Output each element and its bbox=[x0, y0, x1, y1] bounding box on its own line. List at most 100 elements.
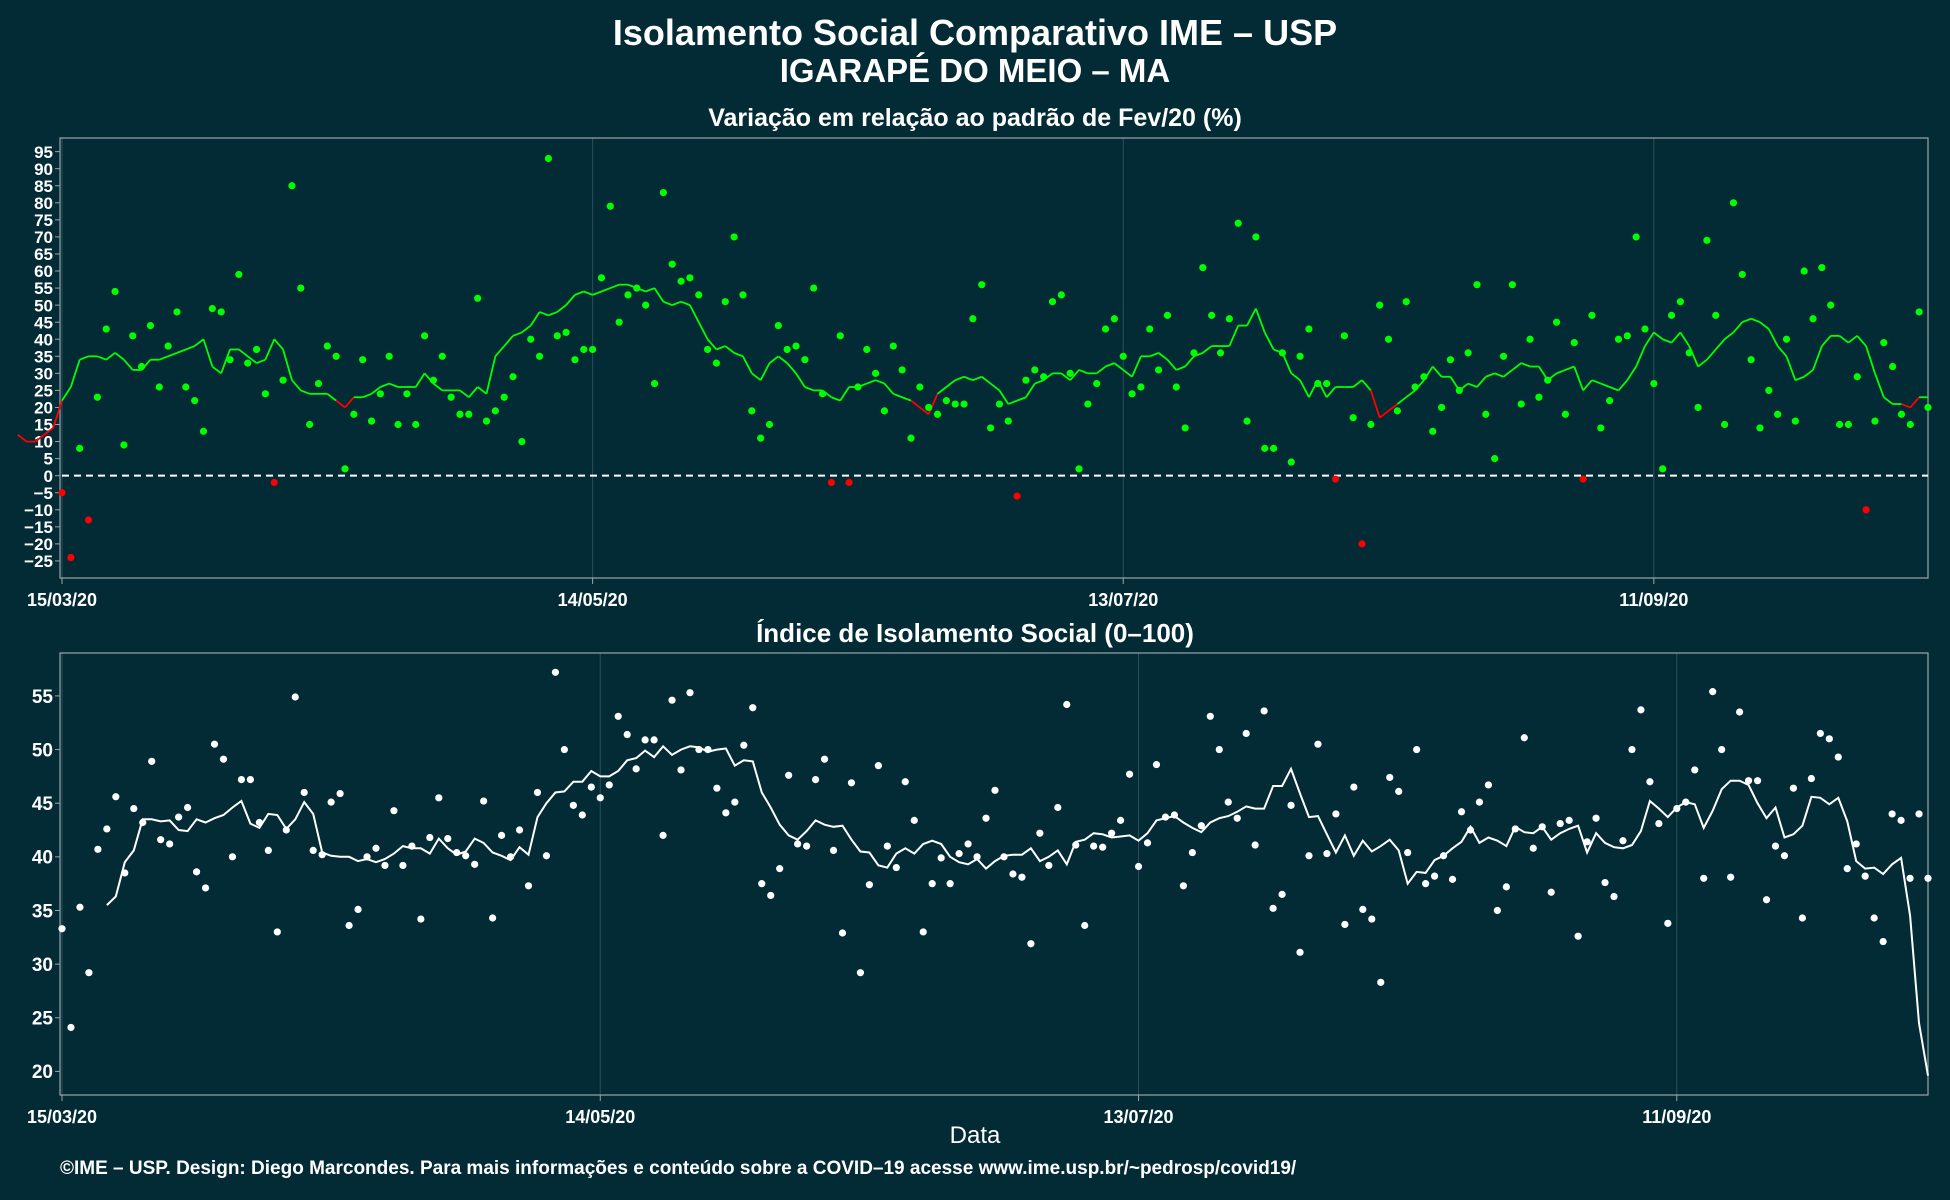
variation-data-point bbox=[1057, 291, 1065, 299]
variation-moving-average-segment bbox=[1122, 369, 1133, 378]
variation-x-tick-label: 15/03/20 bbox=[27, 590, 97, 610]
variation-data-point bbox=[1411, 383, 1419, 391]
variation-moving-average-segment bbox=[459, 389, 470, 398]
index-data-point bbox=[58, 925, 66, 933]
variation-data-point bbox=[447, 393, 455, 401]
index-data-point bbox=[1718, 745, 1726, 754]
variation-data-point bbox=[164, 342, 172, 350]
index-y-tick-label: 50 bbox=[32, 740, 53, 761]
variation-moving-average-segment bbox=[1184, 355, 1195, 368]
variation-data-point bbox=[1597, 424, 1605, 432]
index-data-point bbox=[435, 794, 443, 802]
variation-data-point bbox=[359, 356, 367, 364]
variation-data-point bbox=[120, 441, 128, 449]
index-data-point bbox=[1457, 808, 1466, 816]
variation-moving-average-segment bbox=[370, 386, 381, 395]
variation-data-point bbox=[1517, 400, 1525, 408]
variation-data-point bbox=[818, 390, 827, 398]
variation-data-point bbox=[1208, 311, 1216, 319]
variation-moving-average-segment bbox=[759, 362, 771, 381]
variation-moving-average-segment bbox=[981, 376, 992, 385]
index-data-point bbox=[1054, 803, 1062, 812]
index-data-point bbox=[1206, 712, 1214, 720]
variation-moving-average-segment bbox=[1582, 379, 1593, 391]
variation-data-point bbox=[1420, 373, 1428, 381]
variation-data-point bbox=[341, 465, 349, 473]
variation-moving-average-segment bbox=[1909, 396, 1920, 409]
variation-data-point bbox=[412, 420, 420, 429]
variation-data-point bbox=[1482, 410, 1490, 418]
variation-data-point bbox=[1358, 540, 1366, 548]
variation-data-point bbox=[1880, 339, 1888, 347]
index-data-point bbox=[1475, 798, 1484, 806]
index-data-point bbox=[157, 836, 165, 844]
variation-data-point bbox=[527, 335, 535, 343]
variation-data-point bbox=[93, 393, 101, 401]
variation-data-point bbox=[1765, 386, 1773, 395]
index-data-point bbox=[1152, 760, 1161, 769]
index-data-point bbox=[1520, 734, 1528, 742]
index-data-point bbox=[417, 915, 425, 923]
variation-moving-average-segment bbox=[697, 321, 709, 340]
index-data-point bbox=[300, 788, 308, 797]
variation-moving-average-segment bbox=[494, 345, 505, 357]
variation-moving-average-segment bbox=[1255, 308, 1266, 333]
variation-moving-average-segment bbox=[1352, 379, 1363, 388]
variation-moving-average-segment bbox=[804, 386, 815, 392]
variation-data-point bbox=[279, 376, 287, 384]
variation-moving-average-segment bbox=[574, 290, 585, 296]
index-data-point bbox=[1215, 745, 1223, 754]
variation-data-point bbox=[1614, 335, 1623, 343]
variation-data-point bbox=[960, 400, 968, 408]
variation-data-point bbox=[1093, 379, 1101, 388]
variation-moving-average-segment bbox=[1379, 410, 1390, 419]
variation-moving-average-segment bbox=[1485, 372, 1495, 378]
index-data-point bbox=[542, 852, 551, 860]
variation-data-point bbox=[1278, 349, 1287, 357]
variation-moving-average-segment bbox=[839, 386, 850, 402]
variation-moving-average-segment bbox=[52, 400, 63, 429]
variation-data-point bbox=[129, 332, 137, 340]
index-data-point bbox=[1314, 740, 1322, 748]
variation-moving-average-segment bbox=[963, 375, 974, 382]
variation-moving-average-segment bbox=[1263, 332, 1275, 350]
index-y-tick-label: 30 bbox=[32, 955, 53, 976]
variation-data-point bbox=[1261, 444, 1269, 452]
index-y-tick-label: 40 bbox=[32, 848, 53, 869]
index-data-point bbox=[1323, 850, 1331, 858]
variation-moving-average-segment bbox=[1016, 396, 1027, 402]
variation-moving-average-segment bbox=[875, 379, 885, 385]
index-data-point bbox=[892, 863, 900, 872]
variation-moving-average-segment bbox=[733, 352, 744, 358]
variation-moving-average-segment bbox=[1812, 345, 1823, 371]
index-data-point bbox=[874, 762, 882, 770]
index-data-point bbox=[1359, 905, 1367, 914]
variation-data-point bbox=[1066, 369, 1074, 377]
variation-data-point bbox=[173, 308, 181, 316]
variation-data-point bbox=[668, 260, 676, 268]
index-data-point bbox=[847, 779, 856, 787]
variation-moving-average-segment bbox=[1325, 386, 1337, 398]
index-data-point bbox=[1170, 811, 1179, 819]
variation-data-point bbox=[394, 420, 402, 429]
variation-moving-average-segment bbox=[1724, 331, 1734, 340]
variation-data-point bbox=[553, 332, 561, 340]
index-data-point bbox=[264, 846, 272, 854]
variation-moving-average-segment bbox=[1635, 345, 1646, 367]
variation-moving-average-segment bbox=[1246, 308, 1257, 327]
variation-moving-average-segment bbox=[273, 338, 284, 351]
variation-data-point bbox=[1340, 332, 1348, 340]
variation-data-point bbox=[1446, 356, 1455, 364]
variation-data-point bbox=[739, 291, 747, 299]
variation-moving-average-segment bbox=[61, 386, 72, 402]
variation-data-point bbox=[1075, 465, 1083, 473]
variation-moving-average-segment bbox=[1644, 331, 1655, 347]
index-data-point bbox=[1673, 804, 1681, 813]
index-data-point bbox=[1601, 878, 1609, 887]
index-data-point bbox=[1700, 874, 1708, 882]
variation-data-point bbox=[1155, 366, 1163, 374]
variation-data-point bbox=[1729, 199, 1738, 207]
variation-y-tick-label: 60 bbox=[34, 262, 53, 281]
index-data-point bbox=[1646, 778, 1654, 786]
variation-data-point bbox=[650, 379, 659, 388]
